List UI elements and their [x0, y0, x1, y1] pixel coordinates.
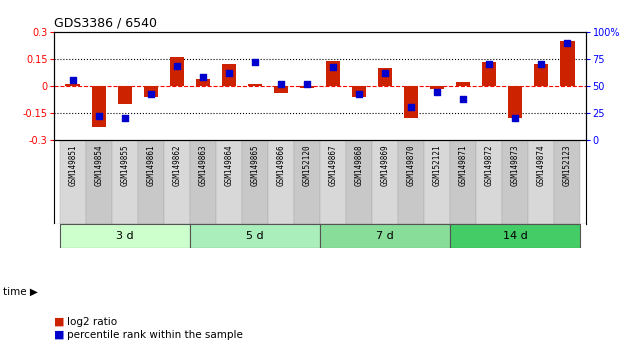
Point	[276, 81, 286, 86]
Text: GSM149865: GSM149865	[250, 144, 259, 185]
Text: GSM149864: GSM149864	[225, 144, 234, 185]
Text: percentile rank within the sample: percentile rank within the sample	[67, 330, 243, 339]
Bar	[560, 41, 575, 86]
Bar	[196, 79, 210, 86]
Text: GSM149870: GSM149870	[406, 144, 415, 185]
Point	[328, 65, 338, 70]
Text: 14 d: 14 d	[503, 231, 527, 241]
Point	[406, 105, 416, 110]
Point	[510, 115, 520, 121]
Bar	[502, 140, 528, 224]
Text: GSM149855: GSM149855	[120, 144, 129, 185]
Point	[67, 78, 77, 83]
Text: GSM152121: GSM152121	[433, 144, 442, 185]
Bar	[164, 140, 190, 224]
Bar	[372, 140, 398, 224]
Point	[198, 74, 208, 80]
Bar	[424, 140, 450, 224]
Text: GSM149851: GSM149851	[68, 144, 77, 185]
Point	[536, 61, 547, 67]
Point	[563, 40, 573, 45]
Bar	[190, 224, 320, 248]
Text: GSM149874: GSM149874	[537, 144, 546, 185]
Bar	[92, 86, 106, 127]
Bar	[242, 140, 268, 224]
Text: GSM149863: GSM149863	[198, 144, 207, 185]
Text: GSM149873: GSM149873	[511, 144, 520, 185]
Bar	[112, 140, 138, 224]
Bar	[378, 68, 392, 86]
Text: GSM152120: GSM152120	[303, 144, 312, 185]
Point	[172, 64, 182, 69]
Bar	[352, 86, 366, 97]
Bar	[294, 140, 320, 224]
Bar	[320, 140, 346, 224]
Bar	[248, 84, 262, 86]
Bar	[534, 64, 548, 86]
Bar	[450, 224, 580, 248]
Bar	[190, 140, 216, 224]
Text: log2 ratio: log2 ratio	[67, 317, 117, 327]
Point	[302, 81, 312, 86]
Point	[146, 92, 156, 97]
Text: 3 d: 3 d	[116, 231, 134, 241]
Point	[93, 113, 104, 119]
Text: 5 d: 5 d	[246, 231, 264, 241]
Bar	[482, 62, 497, 86]
Bar	[138, 140, 164, 224]
Text: GSM149861: GSM149861	[147, 144, 156, 185]
Bar	[60, 140, 86, 224]
Text: GSM149867: GSM149867	[328, 144, 337, 185]
Bar	[430, 86, 444, 90]
Bar	[274, 86, 288, 93]
Point	[380, 70, 390, 76]
Text: time ▶: time ▶	[3, 287, 38, 297]
Text: GSM149854: GSM149854	[94, 144, 103, 185]
Bar	[300, 86, 314, 88]
Text: GSM152123: GSM152123	[563, 144, 572, 185]
Bar	[320, 224, 450, 248]
Point	[458, 96, 468, 102]
Bar	[216, 140, 242, 224]
Bar	[554, 140, 580, 224]
Text: 7 d: 7 d	[376, 231, 394, 241]
Bar	[508, 86, 522, 118]
Bar	[404, 86, 419, 118]
Bar	[143, 86, 158, 97]
Text: GSM149862: GSM149862	[172, 144, 181, 185]
Point	[354, 92, 364, 97]
Bar	[346, 140, 372, 224]
Bar	[476, 140, 502, 224]
Point	[250, 59, 260, 65]
Point	[484, 61, 494, 67]
Text: GSM149872: GSM149872	[484, 144, 493, 185]
Bar	[86, 140, 112, 224]
Bar	[65, 84, 80, 86]
Bar	[170, 57, 184, 86]
Bar	[268, 140, 294, 224]
Text: GDS3386 / 6540: GDS3386 / 6540	[54, 16, 157, 29]
Bar	[528, 140, 554, 224]
Bar	[450, 140, 476, 224]
Text: ■: ■	[54, 330, 65, 339]
Text: ■: ■	[54, 317, 65, 327]
Text: GSM149866: GSM149866	[276, 144, 285, 185]
Point	[224, 70, 234, 76]
Point	[120, 115, 130, 121]
Bar	[326, 61, 340, 86]
Text: GSM149869: GSM149869	[381, 144, 390, 185]
Bar	[398, 140, 424, 224]
Bar	[221, 64, 236, 86]
Bar	[118, 86, 132, 104]
Text: GSM149868: GSM149868	[355, 144, 364, 185]
Bar	[456, 82, 470, 86]
Bar	[60, 224, 190, 248]
Point	[432, 90, 442, 95]
Text: GSM149871: GSM149871	[459, 144, 468, 185]
